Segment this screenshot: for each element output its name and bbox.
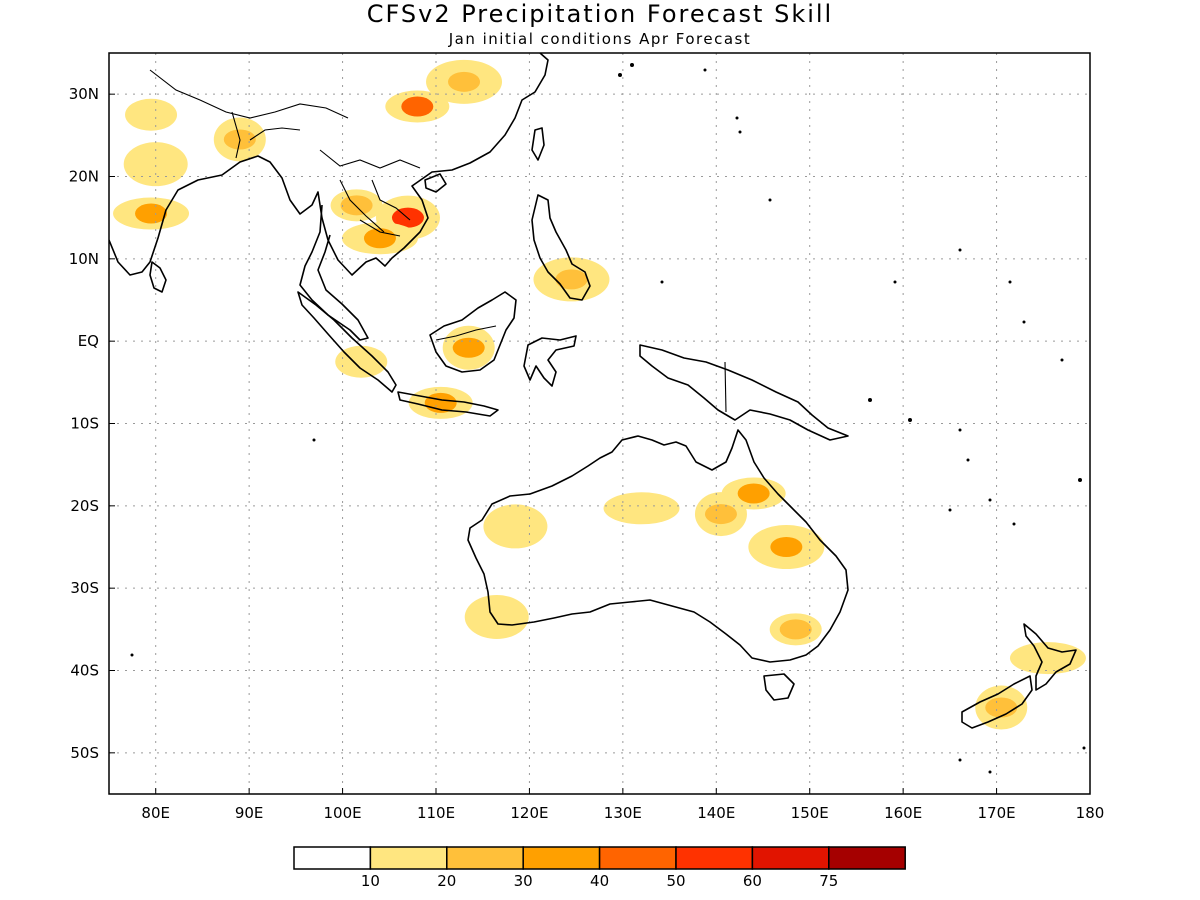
colorbar-swatch [828, 846, 906, 870]
sri-lanka-coastline [149, 261, 167, 293]
asia-coastline [109, 53, 549, 276]
coastlines [109, 53, 1077, 729]
lon-tick-label: 170E [978, 804, 1016, 822]
taiwan-coastline [531, 127, 545, 161]
colorbar-swatch [751, 846, 830, 870]
skill-region-core [985, 697, 1018, 718]
colorbar-label: 30 [514, 872, 533, 890]
colorbar-swatch [446, 846, 524, 870]
skill-region [603, 492, 680, 525]
skill-region-core [363, 228, 396, 249]
skill-region [125, 98, 178, 131]
new-zealand-south-coastline [961, 675, 1033, 729]
colorbar-swatch [293, 846, 372, 870]
lat-tick-label: 50S [70, 744, 99, 762]
borneo-coastline [429, 291, 517, 373]
lon-tick-label: 120E [510, 804, 548, 822]
country-borders [149, 69, 727, 413]
lon-tick-label: 110E [417, 804, 455, 822]
lat-tick-label: 10S [70, 415, 99, 433]
skill-region-core [770, 537, 803, 557]
colorbar-swatch [522, 846, 601, 870]
map-title: CFSv2 Precipitation Forecast Skill [366, 0, 834, 28]
skill-region-core [779, 619, 812, 640]
lat-tick-label: 30S [70, 579, 99, 597]
hainan-coastline [424, 173, 447, 193]
colorbar-label: 20 [437, 872, 456, 890]
small-islands [130, 63, 1086, 774]
java-coastline [397, 391, 499, 417]
colorbar-label: 10 [361, 872, 380, 890]
colorbar-legend: 10 20 30 40 50 60 75 [293, 846, 906, 890]
skill-region-core [555, 269, 588, 290]
lon-tick-label: 90E [235, 804, 264, 822]
lon-tick-label: 100E [324, 804, 362, 822]
lat-tick-label: 30N [69, 85, 99, 103]
colorbar-swatch [369, 846, 448, 870]
colorbar-label: 75 [819, 872, 838, 890]
skill-region [123, 142, 188, 187]
colorbar-swatch [675, 846, 754, 870]
skill-region-core [340, 195, 373, 216]
malay-peninsula-coastline [299, 204, 369, 341]
new-zealand-north-coastline [1023, 623, 1077, 691]
lon-tick-label: 160E [884, 804, 922, 822]
lat-tick-label: 20S [70, 497, 99, 515]
lat-tick-label: 20N [69, 168, 99, 186]
tasmania-coastline [763, 673, 795, 701]
skill-region-core [135, 203, 168, 224]
lat-tick-label: EQ [78, 332, 99, 350]
skill-shading [113, 59, 1086, 730]
skill-region [464, 594, 529, 639]
new-guinea-coastline [639, 344, 849, 441]
colorbar-label: 40 [590, 872, 609, 890]
skill-region-core [401, 96, 434, 117]
skill-region-core [704, 504, 737, 525]
gridlines [109, 53, 1090, 794]
axis-ticks: 80E 90E 100E 110E 120E 130E 140E 150E 160E 170E 18… [69, 85, 1105, 822]
colorbar-label: 60 [743, 872, 762, 890]
philippines-coastline [531, 194, 591, 301]
skill-region [335, 345, 388, 378]
skill-region-core [452, 337, 485, 358]
australia-coastline [467, 429, 849, 663]
lon-tick-label: 180 [1076, 804, 1105, 822]
lon-tick-label: 80E [141, 804, 170, 822]
skill-region-core [448, 71, 481, 92]
lon-tick-label: 140E [697, 804, 735, 822]
lat-tick-label: 10N [69, 250, 99, 268]
skill-region [483, 504, 548, 549]
skill-region-core [737, 483, 770, 504]
sumatra-coastline [297, 291, 397, 393]
map-subtitle: Jan initial conditions Apr Forecast [448, 30, 752, 48]
colorbar-swatch [598, 846, 677, 870]
colorbar-label: 50 [666, 872, 685, 890]
lon-tick-label: 130E [604, 804, 642, 822]
lon-tick-label: 150E [791, 804, 829, 822]
sulawesi-coastline [523, 335, 577, 387]
lat-tick-label: 40S [70, 662, 99, 680]
